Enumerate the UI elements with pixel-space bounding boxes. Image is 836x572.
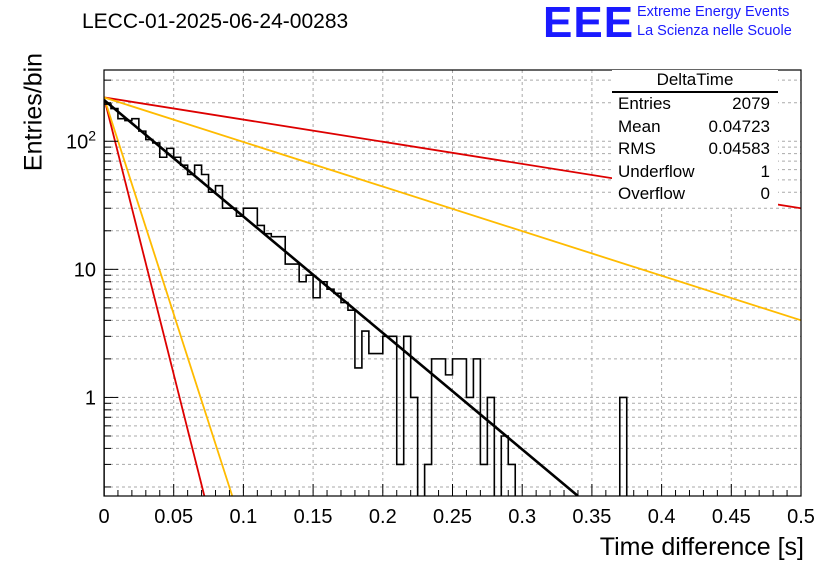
stats-value: 1: [760, 161, 770, 181]
x-tick-label: 0.45: [712, 506, 751, 528]
x-axis-label: Time difference [s]: [599, 533, 804, 561]
tick-labels: 0 0.05 0.1 0.15 0.2 0.25 0.3 0.35 0.4 0.45 0.51101…: [66, 127, 815, 528]
stats-title: DeltaTime: [612, 70, 778, 93]
stats-row-entries: Entries 2079: [612, 93, 778, 116]
page-title: LECC-01-2025-06-24-00283: [82, 10, 349, 33]
stats-row-underflow: Underflow 1: [612, 161, 778, 184]
logo-subtitle-2: La Scienza nelle Scuole: [637, 23, 792, 39]
stats-value: 0: [760, 184, 770, 203]
axis-ticks: [103, 79, 802, 496]
x-tick-label: 0.15: [294, 506, 333, 528]
stats-label: RMS: [618, 139, 656, 158]
stats-label: Entries: [618, 94, 671, 113]
x-tick-label: 0.3: [508, 506, 536, 528]
stats-row-overflow: Overflow 0: [612, 183, 778, 206]
x-tick-label: 0.35: [572, 506, 611, 528]
x-tick-label: 0: [98, 506, 109, 528]
x-tick-label: 0.4: [648, 506, 676, 528]
fit-line-3: [104, 97, 206, 496]
x-tick-label: 0.1: [229, 506, 257, 528]
y-tick-label: 1: [85, 387, 96, 409]
x-tick-label: 0.5: [787, 506, 815, 528]
stats-row-rms: RMS 0.04583: [612, 138, 778, 161]
y-tick-base: 10: [66, 131, 88, 153]
stats-label: Overflow: [618, 184, 686, 203]
eee-logo: EEE: [543, 0, 635, 47]
stats-value: 0.04723: [708, 116, 770, 136]
y-axis-label: Entries/bin: [19, 52, 48, 172]
black-fit: [104, 98, 579, 496]
y-tick-label: 10: [74, 259, 96, 281]
logo-subtitle-1: Extreme Energy Events: [637, 4, 790, 20]
stats-box: DeltaTime Entries 2079 Mean 0.04723 RMS …: [612, 70, 778, 206]
stats-value: 0.04583: [708, 139, 770, 158]
x-tick-label: 0.2: [369, 506, 397, 528]
fit-line-4: [104, 97, 234, 496]
stats-label: Mean: [618, 116, 661, 136]
y-tick-label: 102: [66, 127, 96, 153]
fit-line-2: [104, 96, 801, 322]
stats-row-mean: Mean 0.04723: [612, 116, 778, 139]
x-tick-label: 0.05: [154, 506, 193, 528]
stats-value: 2079: [732, 94, 770, 113]
fit-line-0: [104, 98, 579, 496]
stats-label: Underflow: [618, 161, 695, 181]
y-tick-exponent: 2: [88, 127, 96, 143]
x-tick-label: 0.25: [433, 506, 472, 528]
